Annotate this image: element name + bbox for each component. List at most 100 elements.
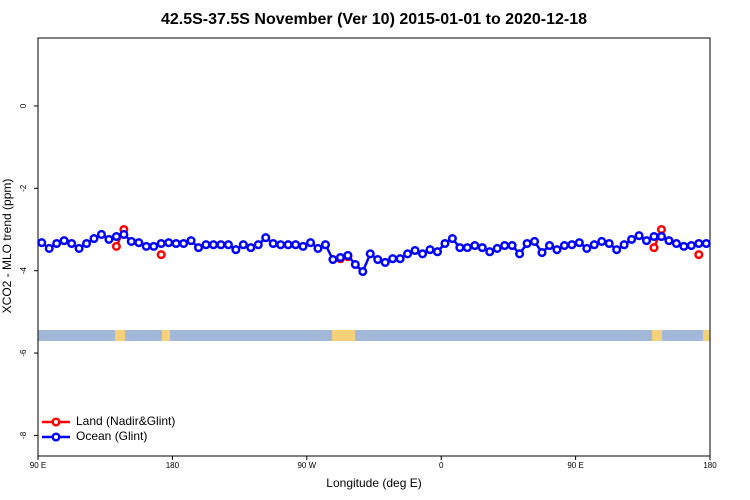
data-point xyxy=(89,234,99,244)
data-point xyxy=(544,241,555,251)
x-tick-label: 0 xyxy=(439,461,444,470)
data-point xyxy=(612,245,622,255)
data-point xyxy=(365,249,375,259)
data-point xyxy=(328,255,338,265)
data-point xyxy=(537,248,547,258)
data-point xyxy=(358,266,368,277)
data-point xyxy=(634,231,644,241)
data-point xyxy=(44,243,54,253)
data-point xyxy=(313,243,323,253)
data-point xyxy=(164,238,174,248)
data-point xyxy=(507,241,517,251)
data-point xyxy=(298,241,308,251)
data-point xyxy=(641,236,652,246)
data-point xyxy=(597,236,607,246)
data-point xyxy=(253,240,263,250)
data-point xyxy=(380,257,390,267)
chart-title: 42.5S-37.5S November (Ver 10) 2015-01-01… xyxy=(161,11,587,28)
data-point xyxy=(403,249,413,259)
data-point xyxy=(440,238,450,249)
data-point xyxy=(52,238,62,249)
data-point xyxy=(111,241,121,251)
data-point xyxy=(171,238,181,249)
data-point xyxy=(410,245,420,256)
data-point xyxy=(485,247,495,257)
data-point xyxy=(104,234,114,244)
data-point xyxy=(283,240,293,250)
data-point xyxy=(589,240,599,250)
data-point xyxy=(261,233,271,243)
data-point xyxy=(500,241,510,251)
y-tick-label: -4 xyxy=(19,267,28,275)
data-point xyxy=(111,231,121,242)
legend-label: Ocean (Glint) xyxy=(76,429,147,443)
data-point xyxy=(208,240,219,250)
data-point xyxy=(694,250,704,260)
data-point xyxy=(335,252,345,263)
x-tick-label: 180 xyxy=(703,461,717,470)
data-point xyxy=(186,236,196,246)
data-point xyxy=(156,250,166,260)
data-point xyxy=(223,240,233,250)
data-point xyxy=(320,240,331,250)
data-point xyxy=(81,238,92,249)
land-band xyxy=(332,330,355,341)
data-point xyxy=(477,243,487,253)
data-point xyxy=(67,238,77,249)
data-point xyxy=(649,231,659,242)
data-point xyxy=(559,241,569,251)
ocean-band xyxy=(38,330,710,341)
data-point xyxy=(268,238,278,249)
data-point xyxy=(455,243,465,253)
land-band xyxy=(703,330,710,341)
data-point xyxy=(686,241,696,251)
data-point xyxy=(701,238,711,249)
y-tick-label: 0 xyxy=(19,103,28,108)
data-point xyxy=(74,243,84,253)
data-point xyxy=(388,254,398,264)
data-point xyxy=(343,250,353,260)
data-point xyxy=(201,240,211,250)
data-point xyxy=(276,240,286,250)
data-point xyxy=(96,229,107,239)
data-point xyxy=(134,238,144,248)
data-point xyxy=(119,229,129,239)
x-tick-label: 180 xyxy=(166,461,180,470)
data-point xyxy=(149,241,159,251)
data-point xyxy=(126,236,136,246)
data-point xyxy=(238,240,248,250)
data-point xyxy=(522,238,532,249)
data-point xyxy=(649,243,659,253)
data-point xyxy=(350,259,360,270)
y-tick-label: -2 xyxy=(19,184,28,192)
data-point xyxy=(694,238,704,249)
data-point xyxy=(619,240,629,250)
data-point xyxy=(37,238,47,248)
data-point xyxy=(515,249,525,259)
data-point xyxy=(432,247,443,257)
data-point xyxy=(574,238,584,248)
legend-marker xyxy=(51,432,61,442)
y-tick-label: -8 xyxy=(19,431,28,439)
data-point xyxy=(656,224,667,235)
data-point xyxy=(291,240,301,250)
x-axis-label: Longitude (deg E) xyxy=(326,476,421,490)
data-point xyxy=(567,240,577,250)
y-axis-label: XCO2 - MLO trend (ppm) xyxy=(0,179,14,314)
data-point xyxy=(179,238,189,249)
surface-band xyxy=(38,330,710,341)
land-band xyxy=(115,330,125,341)
x-tick-label: 90 E xyxy=(30,461,46,470)
data-point xyxy=(305,238,316,248)
data-point xyxy=(156,238,166,249)
plot-frame xyxy=(37,37,711,457)
data-point xyxy=(373,255,383,265)
data-point xyxy=(470,241,480,251)
data-point xyxy=(671,238,681,249)
data-point xyxy=(604,238,614,249)
data-point xyxy=(231,245,241,255)
data-point xyxy=(246,243,256,253)
data-point xyxy=(425,245,435,255)
